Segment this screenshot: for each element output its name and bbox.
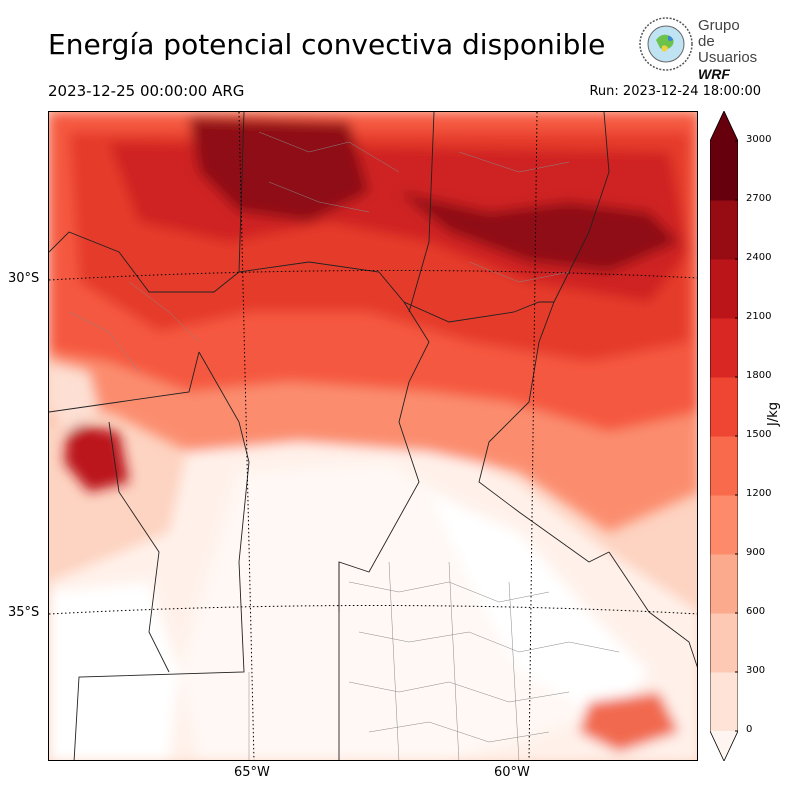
logo-line1: Grupo de	[698, 17, 740, 50]
lat-label-35s: 35°S	[8, 605, 40, 620]
cape-field	[49, 112, 697, 760]
colorbar-tick-label: 3000	[746, 134, 772, 145]
colorbar-tick-label: 1200	[746, 488, 772, 499]
lon-label-65w: 65°W	[234, 765, 270, 780]
colorbar-tick-label: 1500	[746, 429, 772, 440]
colorbar-segment	[710, 613, 738, 673]
colorbar	[710, 111, 738, 761]
colorbar-segment	[710, 436, 738, 496]
colorbar-segment	[710, 259, 738, 319]
colorbar-tick-label: 300	[746, 665, 766, 676]
colorbar-tick-label: 2700	[746, 193, 772, 204]
colorbar-tick-label: 2100	[746, 311, 772, 322]
colorbar-tick-label: 2400	[746, 252, 772, 263]
colorbar-segment	[710, 318, 738, 378]
colorbar-segment	[710, 554, 738, 614]
lat-label-30s: 30°S	[8, 271, 40, 286]
colorbar-segment	[710, 377, 738, 437]
run-time: Run: 2023-12-24 18:00:00	[589, 84, 761, 99]
colorbar-segment	[710, 495, 738, 555]
colorbar-segment	[710, 200, 738, 260]
colorbar-segment	[710, 141, 738, 201]
lon-label-60w: 60°W	[494, 765, 530, 780]
colorbar-extend-min	[710, 731, 738, 761]
valid-time: 2023-12-25 00:00:00 ARG	[48, 82, 245, 100]
colorbar-tick-label: 1800	[746, 370, 772, 381]
logo-line3: WRF	[698, 66, 730, 82]
colorbar-tick-label: 600	[746, 606, 766, 617]
cape-map	[48, 111, 698, 761]
globe-icon	[639, 17, 693, 71]
logo-line2: Usuarios	[698, 49, 758, 66]
colorbar-extend-max	[710, 111, 738, 141]
wrf-logo: Grupo de Usuarios WRF	[638, 14, 758, 82]
colorbar-segment	[710, 672, 738, 732]
colorbar-tick-label: 0	[746, 724, 753, 735]
map-title: Energía potencial convectiva disponible	[48, 28, 606, 61]
colorbar-unit: J/kg	[766, 402, 781, 426]
colorbar-tick-label: 900	[746, 547, 766, 558]
